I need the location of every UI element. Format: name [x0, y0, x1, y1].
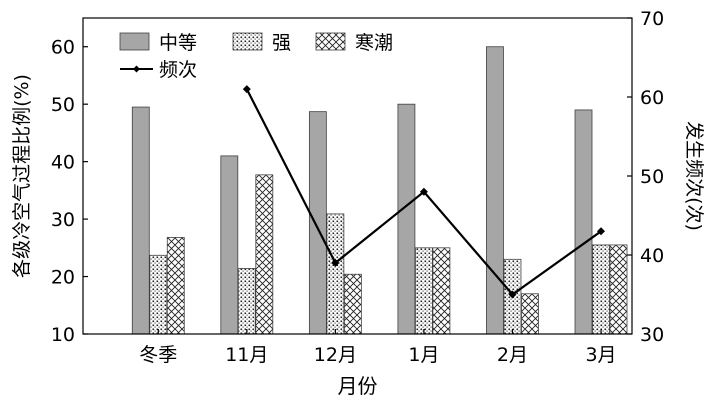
- legend-swatch-中等: [119, 32, 150, 51]
- y2-tick-label: 50: [640, 166, 664, 188]
- legend-marker-频次: [133, 65, 140, 73]
- y-tick-label: 60: [51, 37, 75, 59]
- bar-强-3月: [592, 244, 610, 335]
- x-tick-label: 11月: [225, 344, 268, 366]
- legend-label-中等: 中等: [159, 32, 197, 54]
- bar-强-11月: [237, 268, 256, 335]
- y2-tick-label: 30: [640, 324, 664, 346]
- line-point-频次-4: [597, 227, 606, 236]
- bar-强-冬季: [149, 254, 168, 335]
- y-axis-title: 各级冷空气过程比例(%): [11, 74, 33, 278]
- x-tick-label: 1月: [408, 344, 439, 366]
- legend-label-强: 强: [272, 32, 291, 54]
- bars-layer: [131, 46, 628, 335]
- legend-swatch-强: [232, 32, 263, 51]
- x-tick-label: 12月: [314, 344, 357, 366]
- line-point-频次-2: [419, 187, 428, 196]
- line-layer: [242, 85, 606, 299]
- y-tick-label: 40: [51, 152, 75, 174]
- legend-label-频次: 频次: [159, 59, 197, 81]
- legend-swatch-寒潮: [315, 32, 346, 51]
- y2-tick-label: 40: [640, 245, 664, 267]
- y2-axis-title: 发生频次(次): [683, 121, 705, 231]
- y-tick-label: 20: [51, 267, 75, 289]
- x-tick-label: 3月: [585, 344, 616, 366]
- bar-中等-冬季: [131, 106, 150, 335]
- line-point-频次-3: [508, 290, 517, 299]
- x-tick-label: 冬季: [139, 344, 177, 366]
- y-tick-label: 50: [51, 94, 75, 116]
- bar-寒潮-12月: [343, 273, 362, 335]
- bar-中等-3月: [574, 109, 593, 335]
- bar-强-12月: [326, 213, 345, 335]
- bar-寒潮-1月: [432, 247, 451, 335]
- y2-tick-label: 70: [640, 8, 664, 30]
- y-tick-label: 30: [51, 209, 75, 231]
- bar-寒潮-3月: [609, 244, 628, 335]
- bar-寒潮-冬季: [166, 237, 185, 335]
- x-tick-label: 2月: [497, 344, 528, 366]
- y2-tick-label: 60: [640, 87, 664, 109]
- bar-寒潮-11月: [255, 174, 274, 335]
- line-point-频次-1: [331, 258, 340, 267]
- line-point-频次-0: [242, 85, 251, 94]
- legend-label-寒潮: 寒潮: [355, 32, 393, 54]
- y-tick-label: 10: [51, 324, 75, 346]
- bar-寒潮-2月: [521, 293, 539, 335]
- bar-中等-11月: [220, 155, 239, 335]
- bar-中等-2月: [486, 46, 504, 335]
- bar-中等-12月: [308, 111, 327, 335]
- bar-中等-1月: [397, 103, 416, 335]
- x-axis-title: 月份: [338, 374, 378, 398]
- bar-强-1月: [415, 247, 433, 335]
